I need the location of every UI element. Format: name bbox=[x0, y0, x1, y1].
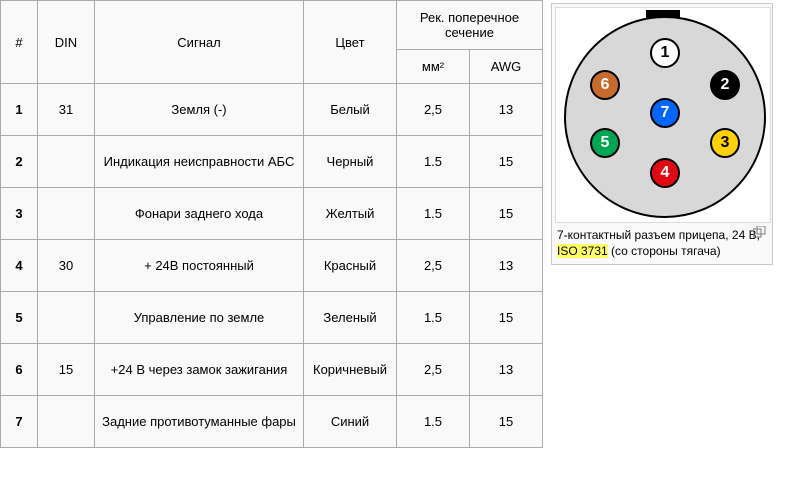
cell-signal: + 24В постоянный bbox=[95, 240, 304, 292]
table-row: 3 Фонари заднего ходаЖелтый1.515 bbox=[1, 188, 543, 240]
table-row: 5 Управление по землеЗеленый1.515 bbox=[1, 292, 543, 344]
cell-color: Коричневый bbox=[304, 344, 397, 396]
cell-mm2: 2,5 bbox=[397, 240, 470, 292]
table-row: 131Земля (-)Белый2,513 bbox=[1, 84, 543, 136]
cell-num: 1 bbox=[1, 84, 38, 136]
pin-7: 7 bbox=[650, 98, 680, 128]
header-color: Цвет bbox=[304, 1, 397, 84]
cell-awg: 13 bbox=[470, 344, 543, 396]
cell-signal: Фонари заднего хода bbox=[95, 188, 304, 240]
cell-signal: Задние противотуманные фары bbox=[95, 396, 304, 448]
cell-signal: Земля (-) bbox=[95, 84, 304, 136]
caption-after: (со стороны тягача) bbox=[608, 244, 721, 258]
cell-signal: Индикация неисправности АБС bbox=[95, 136, 304, 188]
cell-num: 6 bbox=[1, 344, 38, 396]
header-signal: Сигнал bbox=[95, 1, 304, 84]
cell-awg: 15 bbox=[470, 136, 543, 188]
enlarge-icon[interactable] bbox=[753, 226, 767, 238]
header-mm2: мм² bbox=[397, 50, 470, 84]
cell-mm2: 1.5 bbox=[397, 396, 470, 448]
cell-din: 30 bbox=[38, 240, 95, 292]
cell-din: 15 bbox=[38, 344, 95, 396]
cell-din bbox=[38, 188, 95, 240]
table-row: 615+24 В через замок зажиганияКоричневый… bbox=[1, 344, 543, 396]
cell-color: Желтый bbox=[304, 188, 397, 240]
cell-din bbox=[38, 292, 95, 344]
cell-din: 31 bbox=[38, 84, 95, 136]
cell-num: 4 bbox=[1, 240, 38, 292]
cell-din bbox=[38, 396, 95, 448]
cell-mm2: 2,5 bbox=[397, 344, 470, 396]
pin-1: 1 bbox=[650, 38, 680, 68]
cell-num: 2 bbox=[1, 136, 38, 188]
cell-awg: 15 bbox=[470, 188, 543, 240]
caption-before: 7-контактный разъем прицепа, 24 В, bbox=[557, 228, 760, 242]
table-row: 7 Задние противотуманные фарыСиний1.515 bbox=[1, 396, 543, 448]
pin-3: 3 bbox=[710, 128, 740, 158]
cell-color: Синий bbox=[304, 396, 397, 448]
cell-mm2: 1.5 bbox=[397, 188, 470, 240]
header-cross: Рек. поперечное сечение bbox=[397, 1, 543, 50]
cell-awg: 15 bbox=[470, 292, 543, 344]
cell-signal: Управление по земле bbox=[95, 292, 304, 344]
pin-2: 2 bbox=[710, 70, 740, 100]
header-awg: AWG bbox=[470, 50, 543, 84]
cell-awg: 13 bbox=[470, 84, 543, 136]
cell-signal: +24 В через замок зажигания bbox=[95, 344, 304, 396]
cell-num: 5 bbox=[1, 292, 38, 344]
caption-highlight: ISO 3731 bbox=[557, 244, 608, 258]
cell-mm2: 2,5 bbox=[397, 84, 470, 136]
cell-din bbox=[38, 136, 95, 188]
figure-caption: 7-контактный разъем прицепа, 24 В, ISO 3… bbox=[555, 223, 769, 261]
cell-awg: 15 bbox=[470, 396, 543, 448]
cell-mm2: 1.5 bbox=[397, 292, 470, 344]
cell-num: 7 bbox=[1, 396, 38, 448]
pin-4: 4 bbox=[650, 158, 680, 188]
pin-6: 6 bbox=[590, 70, 620, 100]
cell-color: Зеленый bbox=[304, 292, 397, 344]
cell-color: Черный bbox=[304, 136, 397, 188]
cell-awg: 13 bbox=[470, 240, 543, 292]
cell-color: Красный bbox=[304, 240, 397, 292]
pin-5: 5 bbox=[590, 128, 620, 158]
pinout-table: # DIN Сигнал Цвет Рек. поперечное сечени… bbox=[0, 0, 543, 448]
table-row: 430+ 24В постоянныйКрасный2,513 bbox=[1, 240, 543, 292]
header-num: # bbox=[1, 1, 38, 84]
table-row: 2 Индикация неисправности АБСЧерный1.515 bbox=[1, 136, 543, 188]
connector-diagram: 12 345 67 bbox=[555, 7, 771, 223]
cell-num: 3 bbox=[1, 188, 38, 240]
connector-figure: 12 345 67 7-контактный разъем прицепа, 24 … bbox=[551, 3, 773, 265]
cell-color: Белый bbox=[304, 84, 397, 136]
header-din: DIN bbox=[38, 1, 95, 84]
cell-mm2: 1.5 bbox=[397, 136, 470, 188]
